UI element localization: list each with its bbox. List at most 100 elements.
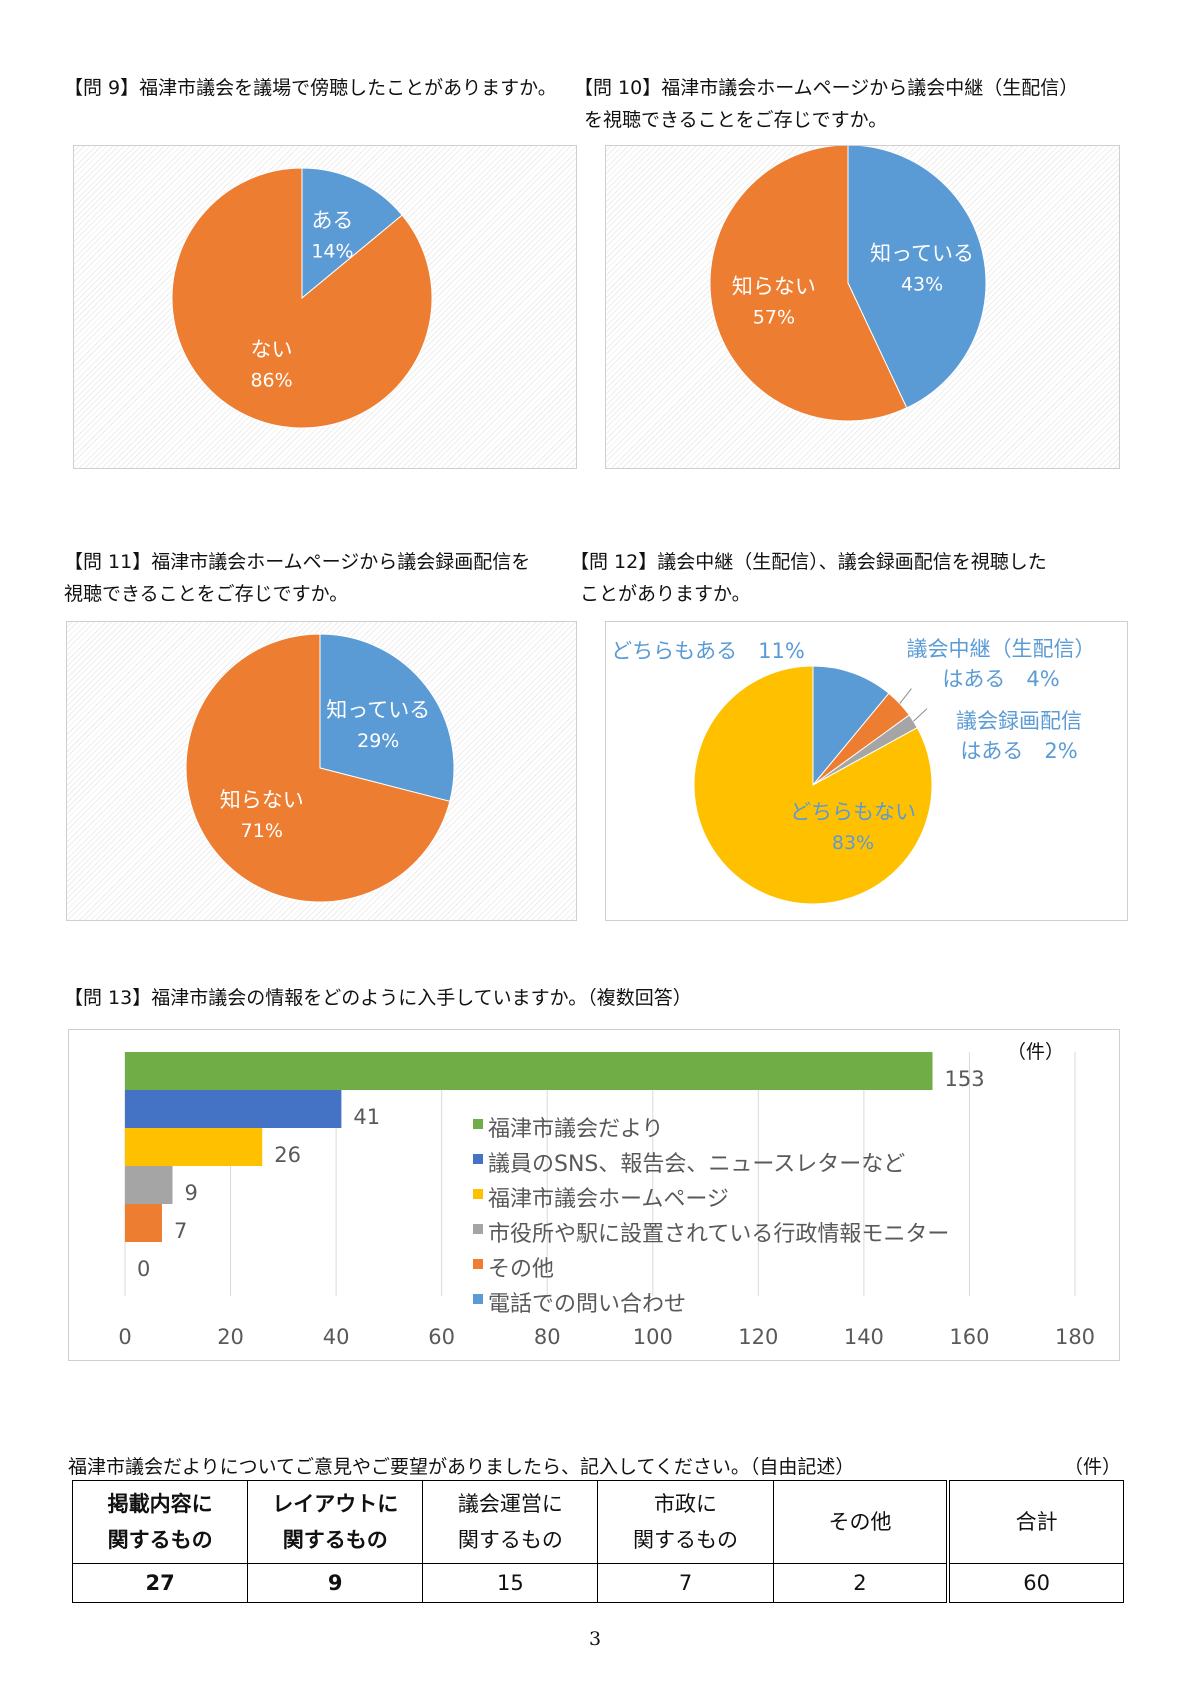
q13-tick-label: 120	[738, 1325, 778, 1349]
q12-slice	[693, 665, 933, 905]
feedback-value-cell: 27	[71, 1563, 249, 1603]
q11-title: 【問 11】福津市議会ホームページから議会録画配信を 視聴できることをご存じです…	[64, 546, 530, 610]
q11-slice-value: 71%	[241, 820, 283, 842]
q12-slice-label: どちらもない	[790, 800, 916, 824]
q10-chart: 知っている 43% 知らない 57%	[605, 144, 1120, 469]
q13-legend-label: 議員のSNS、報告会、ニュースレターなど	[488, 1152, 905, 1177]
q12-slice-label: はある 2%	[960, 739, 1077, 763]
feedback-header-cell: その他	[772, 1480, 949, 1564]
q13-data-label: 7	[174, 1219, 187, 1243]
feedback-caption-text: 福津市議会だよりについてご意見やご要望がありましたら、記入してください。（自由記…	[68, 1456, 855, 1478]
feedback-header-line: 関するもの	[282, 1528, 388, 1552]
q9-slice-label: ある	[311, 208, 353, 232]
feedback-header-line: 関するもの	[107, 1528, 213, 1552]
q13-unit-label: （件）	[1007, 1041, 1064, 1063]
q10-slice-label: 知らない	[732, 275, 816, 299]
q13-data-label: 153	[945, 1067, 985, 1091]
q10-title-line: 【問 10】福津市議会ホームページから議会中継（生配信）	[574, 77, 1079, 99]
q9-slice	[301, 167, 403, 300]
q10-slice-value: 43%	[901, 273, 943, 295]
q12-leader-line	[899, 688, 912, 704]
q12-slice-label: はある 4%	[942, 667, 1059, 691]
q11-slice-label: 知らない	[220, 788, 304, 812]
q12-leader-line	[913, 708, 928, 722]
feedback-value-cell: 9	[247, 1563, 424, 1603]
q10-slice-value: 57%	[753, 307, 795, 329]
q13-bar	[125, 1090, 342, 1128]
q13-bar-svg: 0 20 40 60 80 100 120 140 160 1801534126970（件）福津市…	[118, 1041, 1095, 1349]
q11-slice	[319, 633, 455, 802]
feedback-caption: 福津市議会だよりについてご意見やご要望がありましたら、記入してください。（自由記…	[68, 1452, 1121, 1479]
feedback-table: 掲載内容に 関するもの レイアウトに 関するもの 議会運営に 関するもの 市政に…	[71, 1480, 1125, 1603]
q12-slice	[812, 665, 890, 787]
q13-legend-label: その他	[488, 1257, 554, 1282]
feedback-value-cell: 15	[422, 1563, 599, 1603]
q13-legend-label: 市役所や駅に設置されている行政情報モニター	[488, 1222, 949, 1247]
q12-slice-label: 議会中継（生配信）	[907, 637, 1096, 661]
q11-slice	[185, 633, 451, 903]
q13-tick-label: 180	[1055, 1325, 1095, 1349]
q13-tick-label: 60	[428, 1325, 455, 1349]
feedback-unit: （件）	[1063, 1456, 1121, 1478]
q9-slice-label: ない	[251, 338, 293, 362]
q13-data-label: 0	[137, 1257, 150, 1281]
q10-pie-svg: 知っている 43% 知らない 57%	[709, 144, 987, 422]
q13-tick-label: 80	[534, 1325, 561, 1349]
q13-tick-label: 0	[118, 1325, 131, 1349]
q11-title-line: 視聴できることをご存じですか。	[64, 583, 349, 605]
q13-tick-label: 160	[949, 1325, 989, 1349]
q11-pie-svg: 知っている 29% 知らない 71%	[185, 633, 455, 903]
q9-slice-value: 14%	[311, 240, 353, 262]
q10-title-line: を視聴できることをご存じですか。	[584, 109, 888, 131]
page-number: 3	[588, 1628, 602, 1650]
feedback-header-cell: 議会運営に 関するもの	[422, 1480, 599, 1564]
feedback-value-row: 27 9 15 7 2 60	[71, 1563, 1125, 1603]
q12-slice-value: 83%	[832, 832, 874, 854]
q13-legend-label: 福津市議会だより	[488, 1117, 664, 1142]
q13-chart: 0 20 40 60 80 100 120 140 160 180 153 41 26 9 7 0 （件） 福津市…	[68, 1029, 1120, 1361]
feedback-value-cell: 2	[772, 1563, 949, 1603]
feedback-header-line: 合計	[1015, 1510, 1058, 1534]
feedback-header-line: 関するもの	[633, 1528, 739, 1552]
q13-legend-swatch	[473, 1119, 483, 1129]
feedback-header-cell: 市政に 関するもの	[597, 1480, 774, 1564]
q10-title: 【問 10】福津市議会ホームページから議会中継（生配信） を視聴できることをご存…	[574, 72, 1078, 136]
q13-legend-label: 電話での問い合わせ	[488, 1292, 686, 1317]
q9-slice-value: 86%	[250, 370, 292, 392]
q13-legend-label: 福津市議会ホームページ	[488, 1187, 729, 1212]
feedback-header-row: 掲載内容に 関するもの レイアウトに 関するもの 議会運営に 関するもの 市政に…	[71, 1480, 1125, 1564]
q13-title-line: 【問 13】福津市議会の情報をどのように入手していますか。（複数回答）	[64, 987, 692, 1009]
q11-slice-value: 29%	[357, 730, 399, 752]
q11-slice-label: 知っている	[326, 698, 430, 722]
q13-legend-swatch	[473, 1224, 483, 1234]
feedback-header-line: レイアウトに	[272, 1492, 399, 1516]
q13-legend-swatch	[473, 1294, 483, 1304]
q13-bar	[125, 1128, 263, 1166]
q13-bar	[125, 1204, 162, 1242]
q13-data-label: 41	[353, 1105, 380, 1129]
feedback-header-line: 議会運営に	[457, 1492, 563, 1516]
q13-tick-label: 20	[217, 1325, 244, 1349]
q12-chart: どちらもある 11% 議会中継（生配信） はある 4% 議会録画配信 はある 2% どちら…	[605, 621, 1128, 921]
q12-title-line: 【問 12】議会中継（生配信）、議会録画配信を視聴した	[570, 551, 1047, 573]
q13-tick-label: 100	[633, 1325, 673, 1349]
q11-title-line: 【問 11】福津市議会ホームページから議会録画配信を	[64, 551, 531, 573]
q13-tick-label: 140	[844, 1325, 884, 1349]
feedback-header-cell: 掲載内容に 関するもの	[71, 1480, 249, 1564]
q9-chart: ある 14% ない 86%	[73, 145, 577, 469]
q13-data-label: 9	[185, 1181, 198, 1205]
q9-slice	[171, 167, 433, 429]
q13-bar	[125, 1166, 173, 1204]
feedback-value-cell: 7	[597, 1563, 774, 1603]
feedback-header-cell: 合計	[946, 1480, 1125, 1564]
q12-title: 【問 12】議会中継（生配信）、議会録画配信を視聴した ことがありますか。	[570, 546, 1047, 610]
q13-title: 【問 13】福津市議会の情報をどのように入手していますか。（複数回答）	[64, 982, 692, 1014]
q10-slice	[847, 144, 987, 409]
feedback-header-line: その他	[828, 1510, 892, 1534]
feedback-header-line: 市政に	[654, 1492, 718, 1516]
q13-legend-swatch	[473, 1189, 483, 1199]
q9-title-line: 【問 9】福津市議会を議場で傍聴したことがありますか。	[64, 77, 557, 99]
q9-title: 【問 9】福津市議会を議場で傍聴したことがありますか。	[64, 72, 557, 104]
q12-slice-label: どちらもある 11%	[611, 639, 805, 663]
